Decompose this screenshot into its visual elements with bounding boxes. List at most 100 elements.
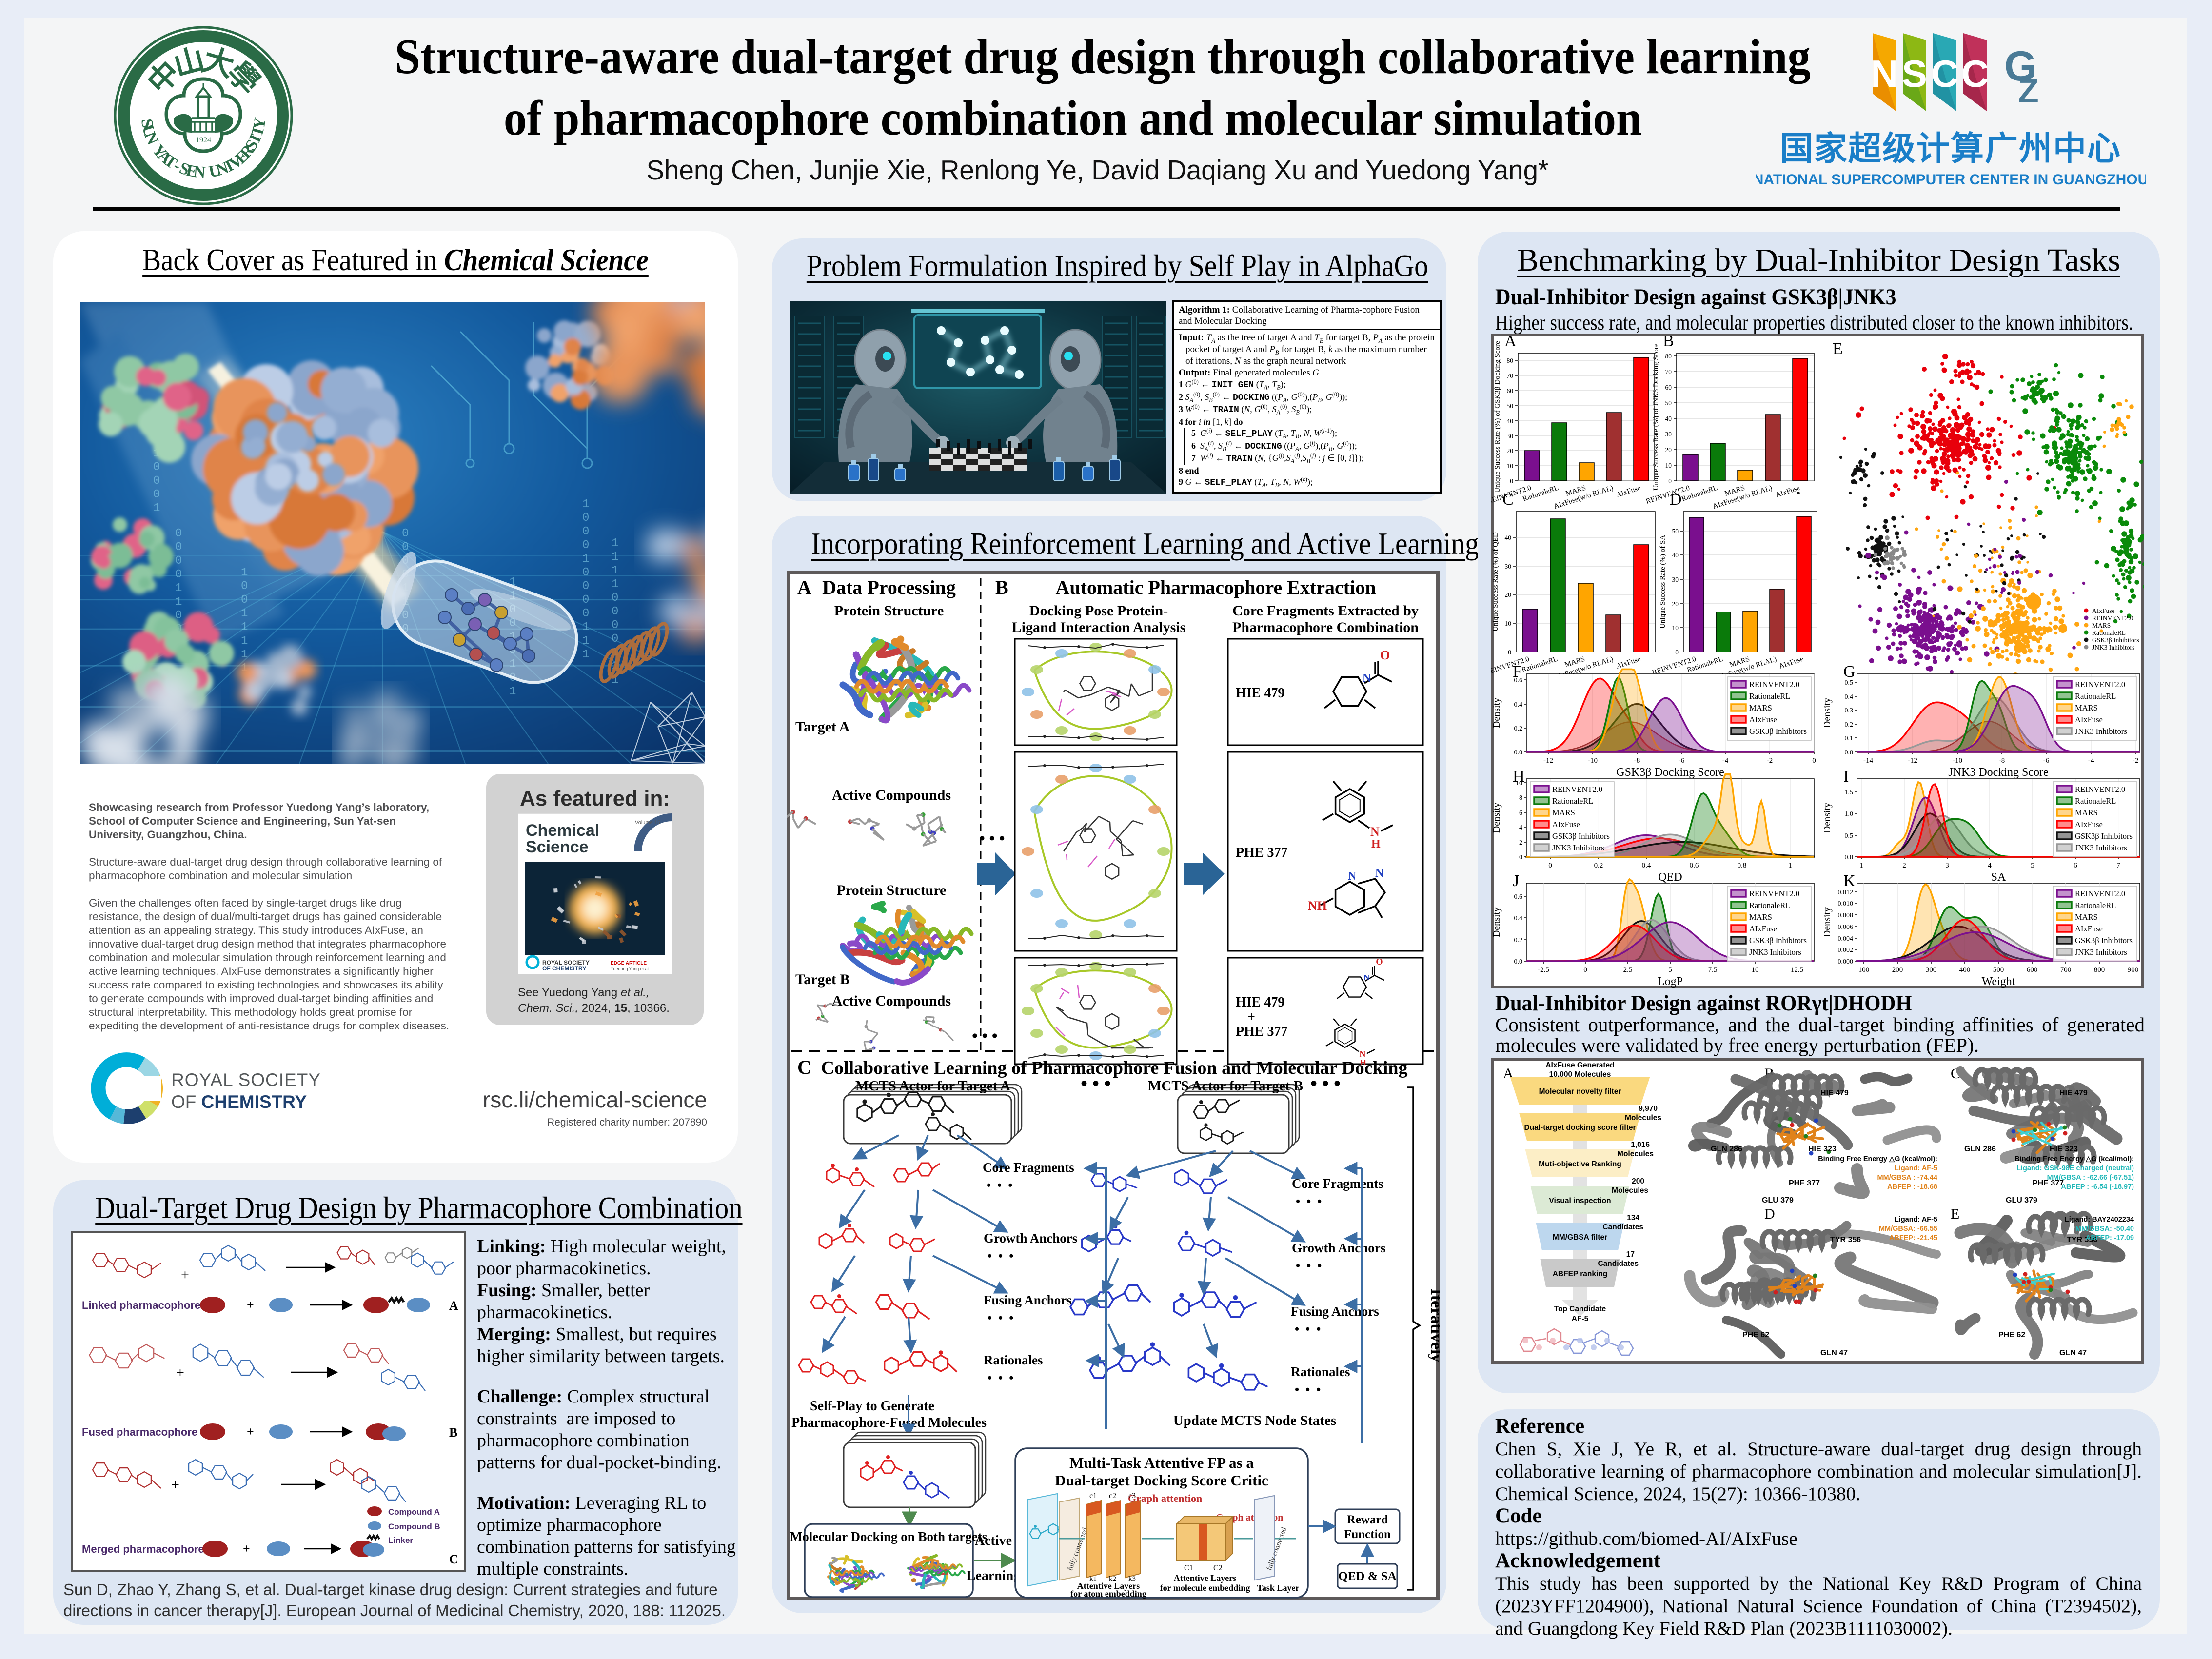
svg-text:Iteratively: Iteratively <box>1427 1288 1440 1362</box>
svg-text:Multi-Task Attentive FP as a: Multi-Task Attentive FP as a <box>1069 1454 1254 1471</box>
svg-text:20: 20 <box>1505 591 1512 598</box>
svg-text:Function: Function <box>1344 1528 1391 1541</box>
svg-text:1: 1 <box>509 685 516 698</box>
svg-text:F: F <box>1513 663 1522 681</box>
svg-text:JNK3 Inhibitors: JNK3 Inhibitors <box>1749 948 1801 957</box>
svg-text:0: 0 <box>582 512 589 525</box>
svg-text:Active Compounds: Active Compounds <box>832 787 951 803</box>
svg-text:• • •: • • • <box>988 1249 1013 1263</box>
svg-text:Candidates: Candidates <box>1598 1260 1639 1268</box>
svg-text:Ligand: AF-5: Ligand: AF-5 <box>1895 1165 1937 1172</box>
svg-text:+: + <box>247 1424 254 1439</box>
svg-text:• • •: • • • <box>1296 1259 1322 1273</box>
svg-text:Fused pharmacophore: Fused pharmacophore <box>82 1426 198 1438</box>
svg-text:1: 1 <box>241 621 248 634</box>
svg-text:Top Candidate: Top Candidate <box>1554 1305 1606 1313</box>
svg-text:0.0: 0.0 <box>1845 749 1854 756</box>
svg-text:+: + <box>171 1477 179 1493</box>
svg-text:-10: -10 <box>1588 757 1598 765</box>
svg-text:for molecule embedding: for molecule embedding <box>1160 1583 1250 1593</box>
svg-text:70: 70 <box>1665 368 1672 375</box>
svg-text:H: H <box>1371 838 1381 850</box>
svg-text:REINVENT2.0: REINVENT2.0 <box>1749 889 1799 898</box>
svg-text:Unique Success Rate (%) of SA: Unique Success Rate (%) of SA <box>1659 535 1667 629</box>
svg-text:Density: Density <box>1822 803 1833 833</box>
svg-text:JNK3 Inhibitors: JNK3 Inhibitors <box>1552 843 1604 852</box>
svg-text:1: 1 <box>175 582 182 595</box>
svg-text:Growth Anchors: Growth Anchors <box>984 1231 1077 1245</box>
svg-text:D: D <box>1670 491 1682 509</box>
svg-text:AIxFuse: AIxFuse <box>2075 820 2103 829</box>
svg-text:AIxFuse: AIxFuse <box>2075 715 2103 724</box>
svg-text:300: 300 <box>1926 966 1937 974</box>
svg-text:Growth Anchors: Growth Anchors <box>1292 1241 1385 1255</box>
svg-text:Collaborative Learning of Phar: Collaborative Learning of Pharmacophore … <box>821 1058 1408 1078</box>
svg-text:Binding Free Energy △G (kcal/m: Binding Free Energy △G (kcal/mol): <box>1818 1155 1937 1163</box>
svg-text:0.1: 0.1 <box>1845 735 1854 742</box>
svg-text:GSK3β Inhibitors: GSK3β Inhibitors <box>1749 936 1807 945</box>
svg-text:Protein Structure: Protein Structure <box>834 603 944 619</box>
svg-text:AF-5: AF-5 <box>1572 1315 1589 1323</box>
svg-text:Unique Success Rate (%) of QED: Unique Success Rate (%) of QED <box>1492 532 1500 632</box>
svg-text:ABFEP: -17.09: ABFEP: -17.09 <box>2086 1234 2134 1242</box>
svg-text:SA: SA <box>1991 871 2006 884</box>
svg-text:0.012: 0.012 <box>1838 889 1854 896</box>
svg-text:ABFEP: -21.45: ABFEP: -21.45 <box>1889 1234 1937 1242</box>
svg-text:0.3: 0.3 <box>1845 707 1854 714</box>
svg-text:Y: Y <box>250 117 269 131</box>
svg-text:N: N <box>1348 870 1357 883</box>
svg-text:0: 0 <box>1668 477 1672 485</box>
svg-text:GSK3β Inhibitors: GSK3β Inhibitors <box>2075 831 2133 841</box>
svg-text:0: 0 <box>1675 649 1679 656</box>
svg-text:-6: -6 <box>2043 757 2050 765</box>
svg-text:JNK3 Inhibitors: JNK3 Inhibitors <box>2092 644 2134 651</box>
svg-text:2.5: 2.5 <box>1623 966 1633 974</box>
svg-text:ABFEP ranking: ABFEP ranking <box>1553 1270 1608 1278</box>
svg-text:400: 400 <box>1959 966 1971 974</box>
svg-text:Reward: Reward <box>1347 1513 1388 1526</box>
svg-text:0: 0 <box>582 539 589 552</box>
svg-text:2: 2 <box>1519 839 1522 847</box>
svg-text:10: 10 <box>1672 624 1679 632</box>
svg-text:HIE 479: HIE 479 <box>1236 995 1284 1010</box>
svg-text:Rationales: Rationales <box>1291 1364 1350 1379</box>
svg-text:0.4: 0.4 <box>1514 701 1523 709</box>
svg-text:EDGE ARTICLE: EDGE ARTICLE <box>611 961 647 966</box>
svg-text:AIxFuse: AIxFuse <box>1552 820 1580 829</box>
svg-text:E: E <box>1951 1206 1959 1222</box>
svg-text:1: 1 <box>241 648 248 661</box>
svg-text:Target A: Target A <box>795 719 850 735</box>
svg-text:PHE 377: PHE 377 <box>2033 1179 2064 1187</box>
svg-text:MARS: MARS <box>2075 808 2098 817</box>
svg-text:Density: Density <box>1491 803 1502 833</box>
svg-text:GLU 379: GLU 379 <box>1762 1196 1794 1205</box>
svg-text:0: 0 <box>582 607 589 620</box>
svg-text:Ligand: GSK-98E charged (neutr: Ligand: GSK-98E charged (neutral) <box>2016 1165 2134 1172</box>
svg-text:0: 0 <box>175 568 182 581</box>
svg-text:HIE 323: HIE 323 <box>1808 1145 1837 1153</box>
svg-text:Ligand Interaction Analysis: Ligand Interaction Analysis <box>1012 619 1186 635</box>
svg-text:50: 50 <box>1507 402 1514 410</box>
svg-text:1: 1 <box>241 634 248 648</box>
svg-text:-2: -2 <box>1767 757 1773 765</box>
svg-text:MCTS Actor for Target A: MCTS Actor for Target A <box>855 1078 1010 1094</box>
svg-text:1924: 1924 <box>196 136 211 144</box>
svg-text:-10: -10 <box>1953 757 1962 765</box>
svg-text:-12: -12 <box>1543 757 1553 765</box>
svg-text:RationaleRL: RationaleRL <box>2075 901 2116 910</box>
svg-text:GLU 379: GLU 379 <box>2006 1196 2037 1205</box>
svg-text:0.6: 0.6 <box>1514 677 1523 684</box>
svg-text:700: 700 <box>2060 966 2072 974</box>
svg-text:1: 1 <box>175 595 182 609</box>
svg-text:MM/GBSA: -50.40: MM/GBSA: -50.40 <box>2075 1225 2134 1233</box>
svg-text:Molecules: Molecules <box>1617 1150 1654 1158</box>
svg-text:0: 0 <box>612 592 618 605</box>
svg-text:1: 1 <box>612 564 618 577</box>
svg-text:50: 50 <box>1672 528 1679 535</box>
svg-text:Dual-target docking score filt: Dual-target docking score filter <box>1524 1124 1636 1132</box>
svg-text:N: N <box>1375 867 1384 880</box>
svg-text:30: 30 <box>1672 576 1679 583</box>
svg-text:QED & SA: QED & SA <box>1338 1570 1396 1583</box>
svg-text:Z: Z <box>2018 72 2039 110</box>
svg-text:QED: QED <box>1658 871 1682 884</box>
